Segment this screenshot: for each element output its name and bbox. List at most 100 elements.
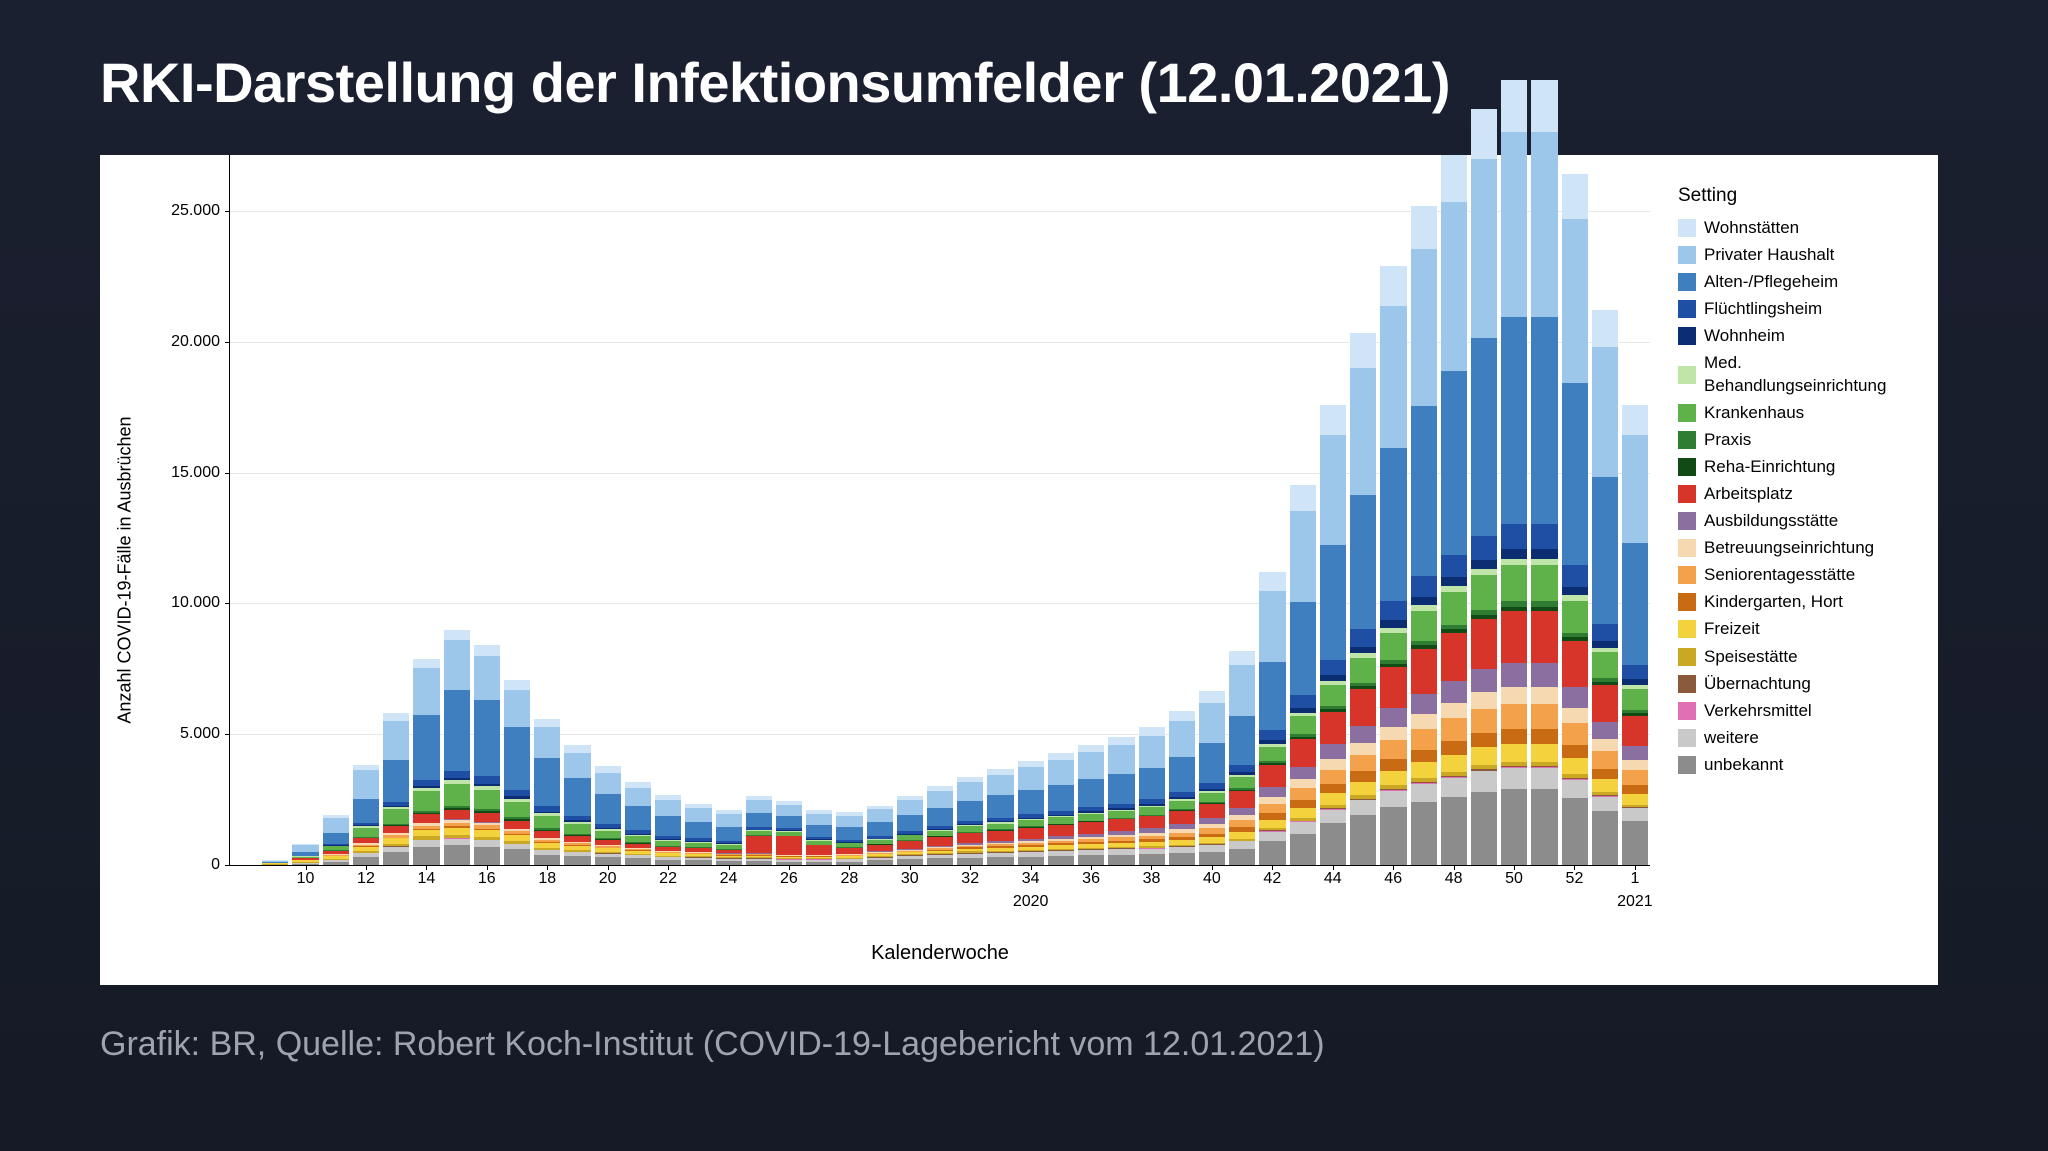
legend-swatch bbox=[1678, 539, 1696, 557]
bar-segment bbox=[867, 809, 893, 822]
bar-column bbox=[1622, 405, 1648, 865]
bar-segment bbox=[1290, 511, 1316, 603]
bar-column bbox=[987, 769, 1013, 865]
bar-column bbox=[1411, 206, 1437, 865]
legend-label: Verkehrsmittel bbox=[1704, 700, 1812, 722]
bar-segment bbox=[1622, 689, 1648, 710]
bar-segment bbox=[1350, 743, 1376, 755]
bar-segment bbox=[1562, 641, 1588, 687]
bar-segment bbox=[776, 805, 802, 816]
bar-segment bbox=[1290, 485, 1316, 510]
bar-column bbox=[897, 796, 923, 865]
legend-title: Setting bbox=[1678, 185, 1918, 207]
bar-segment bbox=[1290, 834, 1316, 865]
bar-column bbox=[1169, 711, 1195, 865]
bar-segment bbox=[1139, 854, 1165, 865]
bar-segment bbox=[474, 813, 500, 822]
x-tick-label: 36 bbox=[1082, 870, 1100, 888]
x-tick-label: 30 bbox=[901, 870, 919, 888]
bar-segment bbox=[474, 790, 500, 810]
bar-segment bbox=[1441, 681, 1467, 703]
bar-segment bbox=[1229, 808, 1255, 815]
bar-segment bbox=[1259, 820, 1285, 828]
bar-segment bbox=[1592, 769, 1618, 779]
bar-segment bbox=[1531, 789, 1557, 865]
bar-column bbox=[867, 806, 893, 865]
bar-column bbox=[1139, 727, 1165, 865]
bar-segment bbox=[323, 833, 349, 843]
bar-segment bbox=[564, 778, 590, 816]
bar-segment bbox=[1411, 714, 1437, 729]
bar-segment bbox=[1592, 652, 1618, 678]
bar-segment bbox=[1531, 132, 1557, 318]
bar-segment bbox=[1441, 202, 1467, 371]
bar-segment bbox=[595, 857, 621, 865]
bar-segment bbox=[1471, 692, 1497, 709]
bar-column bbox=[413, 659, 439, 865]
bar-column bbox=[1320, 405, 1346, 865]
x-tick-label: 20 bbox=[599, 870, 617, 888]
bar-segment bbox=[444, 784, 470, 806]
bar-segment bbox=[1048, 856, 1074, 865]
bar-segment bbox=[1290, 800, 1316, 808]
bar-segment bbox=[1320, 405, 1346, 435]
bar-segment bbox=[1169, 801, 1195, 809]
bar-segment bbox=[1441, 797, 1467, 865]
legend-item: Alten-/Pflegeheim bbox=[1678, 271, 1918, 293]
legend-label: Freizeit bbox=[1704, 618, 1760, 640]
bar-segment bbox=[1259, 765, 1285, 787]
bar-segment bbox=[504, 727, 530, 790]
bar-segment bbox=[1531, 744, 1557, 762]
bar-segment bbox=[1562, 601, 1588, 633]
bar-segment bbox=[1411, 206, 1437, 249]
legend-swatch bbox=[1678, 273, 1696, 291]
legend-item: Privater Haushalt bbox=[1678, 244, 1918, 266]
legend-label: Alten-/Pflegeheim bbox=[1704, 271, 1838, 293]
bar-segment bbox=[1471, 560, 1497, 569]
legend-swatch bbox=[1678, 246, 1696, 264]
bar-segment bbox=[1471, 338, 1497, 535]
bar-segment bbox=[1411, 694, 1437, 714]
bar-column bbox=[746, 796, 772, 865]
bar-segment bbox=[353, 828, 379, 837]
legend-item: Verkehrsmittel bbox=[1678, 700, 1918, 722]
bar-segment bbox=[383, 760, 409, 802]
bar-segment bbox=[1441, 577, 1467, 586]
bar-segment bbox=[1592, 641, 1618, 648]
bar-segment bbox=[1411, 784, 1437, 802]
bar-column bbox=[1350, 333, 1376, 865]
bar-segment bbox=[1350, 333, 1376, 368]
bar-segment bbox=[1139, 768, 1165, 799]
bar-segment bbox=[1350, 800, 1376, 815]
bar-segment bbox=[1592, 310, 1618, 346]
bar-segment bbox=[383, 713, 409, 720]
bar-segment bbox=[716, 827, 742, 842]
x-tick-label: 16 bbox=[478, 870, 496, 888]
bar-column bbox=[1290, 485, 1316, 865]
bar-segment bbox=[1290, 602, 1316, 695]
bar-column bbox=[1078, 745, 1104, 865]
bar-column bbox=[685, 804, 711, 865]
bar-segment bbox=[1562, 745, 1588, 758]
bar-segment bbox=[1441, 592, 1467, 625]
bar-segment bbox=[1320, 810, 1346, 824]
legend-item: Praxis bbox=[1678, 429, 1918, 451]
bar-segment bbox=[1411, 802, 1437, 865]
slide-title: RKI-Darstellung der Infektionsumfelder (… bbox=[100, 50, 1948, 115]
bar-segment bbox=[1531, 663, 1557, 687]
bar-segment bbox=[1259, 572, 1285, 592]
bar-segment bbox=[1441, 718, 1467, 740]
legend-item: unbekannt bbox=[1678, 754, 1918, 776]
bar-segment bbox=[1501, 549, 1527, 559]
bar-segment bbox=[1290, 767, 1316, 780]
bar-segment bbox=[353, 799, 379, 823]
y-tick-label: 25.000 bbox=[120, 202, 220, 220]
bar-segment bbox=[1471, 733, 1497, 747]
bar-segment bbox=[1471, 747, 1497, 765]
bar-column bbox=[1018, 761, 1044, 865]
legend-swatch bbox=[1678, 756, 1696, 774]
bar-segment bbox=[1380, 266, 1406, 305]
bar-segment bbox=[746, 861, 772, 865]
bar-segment bbox=[1048, 753, 1074, 760]
legend-item: Med. Behandlungseinrichtung bbox=[1678, 352, 1918, 396]
